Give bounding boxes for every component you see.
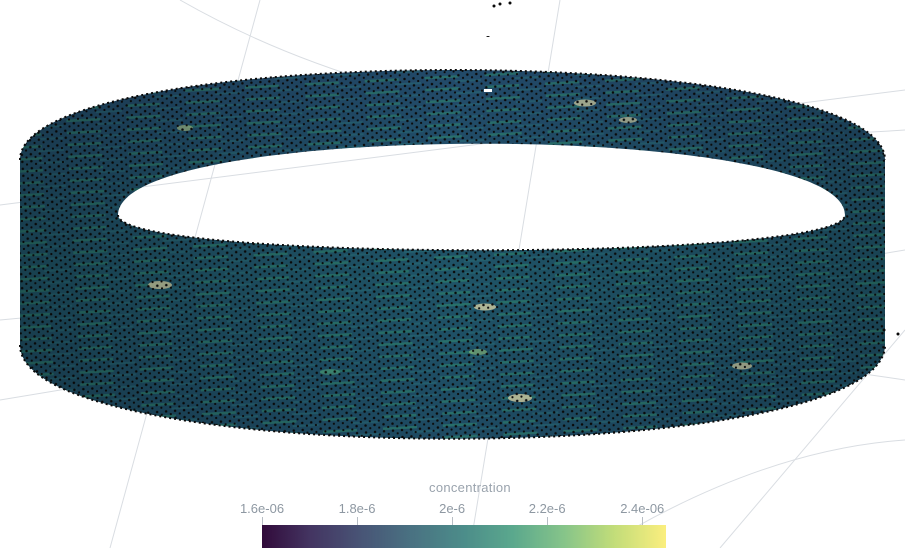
colorbar-tick-mark — [262, 517, 263, 525]
colorbar-tick-label: 2e-6 — [439, 501, 466, 516]
colorbar-tick-mark — [547, 517, 549, 525]
colorbar-tick-label: 1.6e-06 — [239, 501, 285, 516]
highlight-specks — [484, 37, 492, 92]
colorbar-tick-mark — [452, 517, 454, 525]
colorbar-tick-label: 1.8e-6 — [338, 501, 376, 516]
colorbar-tick-label: 2.2e-6 — [528, 501, 566, 516]
colorbar-tick-label: 2.4e-06 — [620, 501, 665, 516]
colorbar-tick-mark — [357, 517, 359, 525]
colorbar-title: concentration — [429, 480, 511, 495]
colorbar: concentration 1.6e-06 1.8e-6 2e-6 2.2e-6 2.4… — [230, 480, 710, 548]
colorbar-gradient — [262, 525, 666, 548]
ring-edges — [19, 69, 886, 440]
colorbar-tick-mark — [642, 517, 644, 525]
